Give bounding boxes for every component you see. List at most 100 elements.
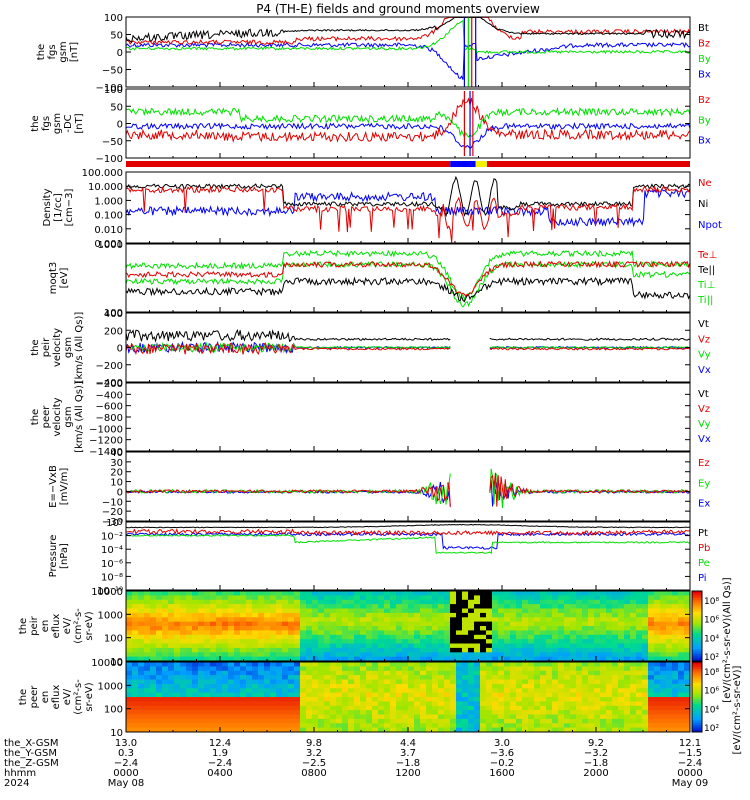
spectrogram-cell: [318, 599, 325, 605]
spectrogram-cell: [162, 630, 169, 636]
spectrogram-cell: [198, 692, 205, 698]
spectrogram-cell: [456, 662, 463, 667]
spectrogram-cell: [444, 630, 451, 636]
spectrogram-cell: [318, 679, 325, 685]
spectrogram-cell: [192, 617, 199, 623]
trace-Ex: [125, 482, 451, 506]
spectrogram-cell: [462, 714, 469, 720]
spectrogram-cell: [462, 652, 469, 658]
spectrogram-cell: [516, 634, 523, 640]
spectrogram-cell: [420, 679, 427, 685]
spectrogram-cell: [564, 639, 571, 644]
spectrogram-cell: [144, 697, 151, 702]
spectrogram-cell: [192, 688, 199, 694]
colorbar-cell: [692, 623, 702, 627]
trace-Bz: [125, 16, 691, 46]
spectrogram-cell: [588, 591, 595, 596]
spectrogram-cell: [684, 718, 691, 724]
spectrogram-cell: [312, 688, 319, 694]
spectrogram-cell: [300, 710, 307, 715]
spectrogram-cell: [570, 634, 577, 640]
spectrogram-cell: [444, 675, 451, 680]
spectrogram-cell: [492, 608, 499, 614]
colorbar-cell: [692, 699, 702, 703]
trace-Vz: [125, 342, 451, 356]
colorbar-cell: [692, 718, 702, 721]
spectrogram-cell: [438, 688, 445, 694]
spectrogram-cell: [390, 643, 397, 649]
spectrogram-cell: [354, 639, 361, 644]
spectrogram-cell: [486, 710, 493, 715]
spectrogram-cell: [198, 630, 205, 636]
spectrogram-cell: [252, 604, 259, 609]
spectrogram-cell: [276, 675, 283, 680]
spectrogram-cell: [480, 683, 487, 689]
spectrogram-cell: [522, 675, 529, 680]
spectrogram-cell: [210, 710, 217, 715]
spectrogram-cell: [570, 612, 577, 618]
spectrogram-cell: [534, 662, 541, 667]
spectrogram-cell: [318, 688, 325, 694]
y-axis-label: the: [36, 44, 47, 60]
spectrogram-cell: [402, 679, 409, 685]
spectrogram-cell: [498, 612, 505, 618]
spectrogram-cell: [666, 679, 673, 685]
spectrogram-cell: [276, 647, 283, 653]
spectrogram-cell: [510, 692, 517, 698]
spectrogram-cell: [270, 718, 277, 724]
spectrogram-cell: [126, 608, 133, 614]
spectrogram-cell: [414, 727, 421, 733]
spectrogram-cell: [504, 679, 511, 685]
spectrogram-cell: [396, 591, 403, 596]
colorbar-cell: [692, 685, 702, 689]
spectrogram-cell: [216, 723, 223, 729]
spectrogram-cell: [678, 652, 685, 658]
spectrogram-cell: [174, 604, 181, 609]
spectrogram-cell: [630, 692, 637, 698]
spectrogram-cell: [318, 643, 325, 649]
colorbar-cell: [692, 666, 702, 670]
spectrogram-cell: [552, 612, 559, 618]
spectrogram-cell: [606, 679, 613, 685]
spectrogram-cell: [390, 639, 397, 644]
spectrogram-cell: [492, 647, 499, 653]
spectrogram-cell: [630, 608, 637, 614]
spectrogram-cell: [648, 617, 655, 623]
time-axis-value: 0400: [207, 768, 232, 779]
spectrogram-cell: [378, 714, 385, 720]
spectrogram-cell: [672, 701, 679, 707]
spectrogram-cell: [294, 666, 301, 672]
spectrogram-cell: [144, 692, 151, 698]
spectrogram-cell: [516, 599, 523, 605]
spectrogram-cell: [546, 662, 553, 667]
spectrogram-cell: [540, 710, 547, 715]
spectrogram-cell: [600, 630, 607, 636]
spectrogram-cell: [276, 697, 283, 702]
spectrogram-cell: [564, 683, 571, 689]
spectrogram-cell: [222, 639, 229, 644]
spectrogram-cell: [198, 679, 205, 685]
spectrogram-cell: [546, 683, 553, 689]
spectrogram-cell: [402, 666, 409, 672]
spectrogram-cell: [498, 647, 505, 653]
y-axis-label: E=−VxB: [48, 465, 59, 508]
spectrogram-cell: [168, 634, 175, 640]
spectrogram-cell: [684, 662, 691, 667]
spectrogram-cell: [336, 647, 343, 653]
time-axis-row-name: the_Y-GSM: [4, 748, 57, 759]
spectrogram-cell: [606, 599, 613, 605]
spectrogram-cell: [432, 595, 439, 601]
spectrogram-cell: [240, 630, 247, 636]
spectrogram-cell: [162, 643, 169, 649]
spectrogram-cell: [330, 621, 337, 627]
spectrogram-cell: [204, 643, 211, 649]
y-axis-label: en: [40, 620, 51, 633]
spectrogram-cell: [252, 612, 259, 618]
spectrogram-cell: [498, 626, 505, 631]
spectrogram-cell: [186, 621, 193, 627]
spectrogram-cell: [210, 608, 217, 614]
spectrogram-cell: [408, 675, 415, 680]
spectrogram-cell: [144, 626, 151, 631]
time-axis-value: −2.5: [302, 758, 326, 769]
spectrogram-cell: [288, 652, 295, 658]
